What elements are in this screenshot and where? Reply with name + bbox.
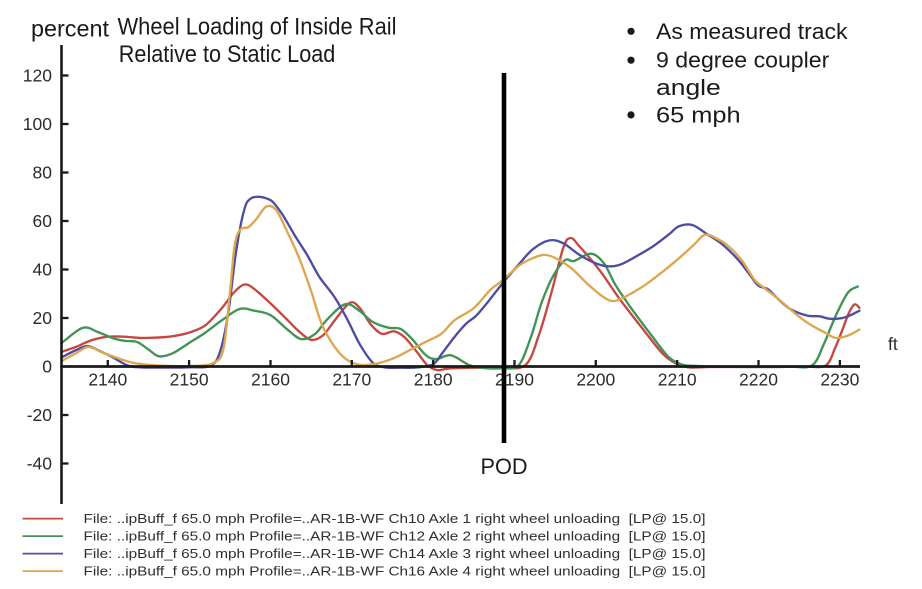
- svg-text:Wheel Loading of Inside Rail: Wheel Loading of Inside Rail: [118, 14, 397, 41]
- svg-text:9 degree coupler: 9 degree coupler: [656, 48, 829, 73]
- svg-text:80: 80: [33, 163, 53, 183]
- svg-text:-40: -40: [27, 454, 53, 474]
- svg-text:File: ..ipBuff_f 65.0 mph Prof: File: ..ipBuff_f 65.0 mph Profile=..AR-1…: [84, 529, 706, 544]
- svg-text:Relative to Static Load: Relative to Static Load: [119, 41, 335, 68]
- svg-text:2150: 2150: [170, 370, 209, 390]
- svg-text:As measured track: As measured track: [656, 19, 849, 44]
- svg-text:2200: 2200: [576, 370, 615, 390]
- svg-text:2220: 2220: [739, 370, 778, 390]
- svg-text:File: ..ipBuff_f 65.0 mph Prof: File: ..ipBuff_f 65.0 mph Profile=..AR-1…: [84, 546, 706, 561]
- svg-text:20: 20: [33, 308, 53, 328]
- svg-text:File: ..ipBuff_f 65.0 mph Prof: File: ..ipBuff_f 65.0 mph Profile=..AR-1…: [84, 511, 706, 526]
- svg-text:percent: percent: [31, 16, 110, 42]
- svg-text:2140: 2140: [88, 370, 127, 390]
- svg-text:File: ..ipBuff_f 65.0 mph Prof: File: ..ipBuff_f 65.0 mph Profile=..AR-1…: [84, 564, 706, 579]
- svg-text:2160: 2160: [251, 370, 290, 390]
- svg-text:0: 0: [42, 357, 52, 377]
- svg-text:angle: angle: [656, 75, 721, 100]
- svg-text:ft: ft: [888, 334, 898, 354]
- svg-text:2230: 2230: [820, 370, 859, 390]
- svg-text:2170: 2170: [332, 370, 371, 390]
- svg-text:2180: 2180: [414, 370, 453, 390]
- svg-text:POD: POD: [481, 454, 528, 479]
- svg-text:65 mph: 65 mph: [656, 102, 741, 127]
- svg-text:120: 120: [23, 66, 52, 86]
- svg-text:40: 40: [33, 260, 53, 280]
- svg-text:60: 60: [33, 211, 53, 231]
- svg-text:2210: 2210: [658, 370, 697, 390]
- svg-text:2190: 2190: [495, 370, 534, 390]
- svg-text:-20: -20: [27, 405, 53, 425]
- svg-text:100: 100: [23, 114, 52, 134]
